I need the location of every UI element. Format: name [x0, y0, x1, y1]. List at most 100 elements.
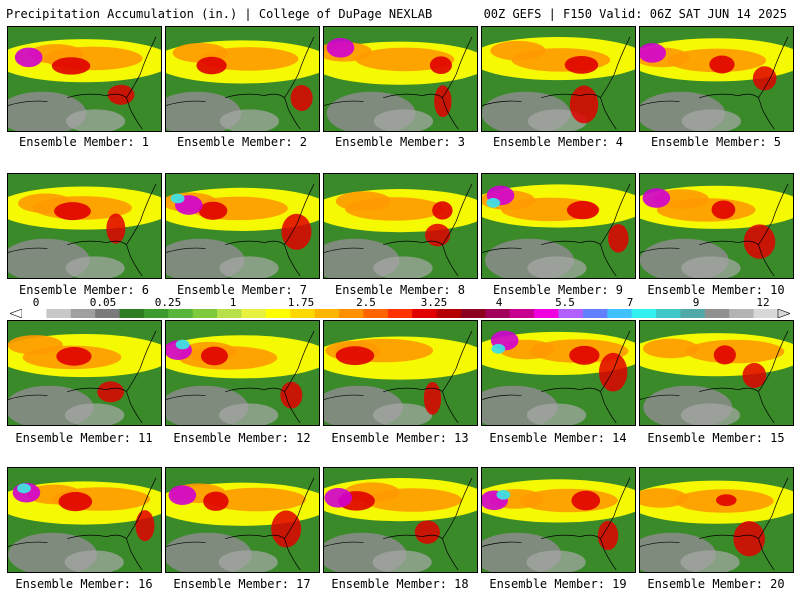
precip-field — [640, 174, 793, 278]
colorbar-tick-label: 9 — [692, 296, 700, 309]
precip-field — [8, 27, 161, 131]
ensemble-member-label: Ensemble Member: 19 — [489, 577, 627, 591]
ensemble-map-panel — [7, 173, 162, 279]
colorbar-labels: 0 0.05 0.25 1 1.75 2.5 3.25 4 5.5 7 9 12 — [0, 297, 800, 311]
ensemble-map-panel — [639, 467, 794, 573]
precip-field — [324, 27, 477, 131]
ensemble-member-label: Ensemble Member: 1 — [18, 135, 150, 149]
ensemble-map-panel — [165, 320, 320, 426]
precip-field — [166, 321, 319, 425]
colorbar-tick-label: 1 — [229, 296, 237, 309]
colorbar-swatch — [314, 309, 340, 318]
colorbar-swatch — [534, 309, 559, 318]
precip-field — [166, 27, 319, 131]
precip-field — [482, 321, 635, 425]
colorbar-swatch — [729, 309, 754, 318]
colorbar-swatch — [509, 309, 535, 318]
ensemble-member-label: Ensemble Member: 12 — [173, 431, 311, 445]
colorbar-swatch — [143, 309, 169, 318]
ensemble-map-panel — [481, 320, 636, 426]
colorbar-swatch — [631, 309, 657, 318]
ensemble-map-panel — [481, 26, 636, 132]
colorbar-tick-label: 0.05 — [89, 296, 117, 309]
ensemble-map-panel — [7, 320, 162, 426]
ensemble-member-label: Ensemble Member: 2 — [176, 135, 308, 149]
precip-field — [482, 468, 635, 572]
ensemble-map-panel — [323, 320, 478, 426]
colorbar-swatch — [265, 309, 291, 318]
precip-field — [8, 174, 161, 278]
ensemble-map-panel — [639, 320, 794, 426]
colorbar-swatch — [680, 309, 706, 318]
colorbar-swatch — [192, 309, 218, 318]
precip-field — [324, 468, 477, 572]
ensemble-member-label: Ensemble Member: 20 — [647, 577, 785, 591]
ensemble-map-panel — [323, 26, 478, 132]
ensemble-member-label: Ensemble Member: 8 — [334, 283, 466, 297]
colorbar-tick-label: 5.5 — [555, 296, 575, 309]
colorbar-swatch — [70, 309, 96, 318]
ensemble-map-panel — [165, 26, 320, 132]
ensemble-map-panel — [323, 173, 478, 279]
precip-field — [324, 321, 477, 425]
colorbar-swatch — [656, 309, 681, 318]
precip-field — [640, 27, 793, 131]
colorbar-swatch — [753, 309, 779, 318]
precip-field — [8, 321, 161, 425]
page-title: Precipitation Accumulation (in.) | Colle… — [6, 7, 433, 21]
precip-field — [640, 321, 793, 425]
colorbar-swatch — [485, 309, 511, 318]
colorbar-swatch — [290, 309, 315, 318]
ensemble-map-panel — [481, 467, 636, 573]
ensemble-member-label: Ensemble Member: 6 — [18, 283, 150, 297]
colorbar-swatch — [607, 309, 632, 318]
ensemble-member-label: Ensemble Member: 9 — [492, 283, 624, 297]
ensemble-member-label: Ensemble Member: 17 — [173, 577, 311, 591]
precip-field — [482, 27, 635, 131]
precip-field — [166, 468, 319, 572]
colorbar-min-arrow — [10, 309, 23, 318]
colorbar-swatch — [217, 309, 242, 318]
colorbar-swatch — [363, 309, 389, 318]
ensemble-map-panel — [323, 467, 478, 573]
colorbar-tick-label: 0.25 — [154, 296, 182, 309]
precip-field — [482, 174, 635, 278]
ensemble-member-label: Ensemble Member: 13 — [331, 431, 469, 445]
colorbar-swatch — [46, 309, 72, 318]
colorbar-swatch — [582, 309, 608, 318]
ensemble-map-panel — [639, 26, 794, 132]
colorbar-swatch — [558, 309, 584, 318]
colorbar-swatch — [339, 309, 364, 318]
colorbar-tick-label: 2.5 — [356, 296, 376, 309]
colorbar-swatch — [241, 309, 267, 318]
colorbar — [10, 309, 790, 318]
valid-time-label: 00Z GEFS | F150 Valid: 06Z SAT JUN 14 20… — [483, 7, 787, 21]
colorbar-tick-label: 1.75 — [287, 296, 315, 309]
precip-field — [166, 174, 319, 278]
ensemble-map-panel — [639, 173, 794, 279]
colorbar-swatch — [412, 309, 437, 318]
ensemble-member-label: Ensemble Member: 14 — [489, 431, 627, 445]
ensemble-member-label: Ensemble Member: 11 — [15, 431, 153, 445]
ensemble-member-label: Ensemble Member: 4 — [492, 135, 624, 149]
colorbar-tick-label: 3.25 — [420, 296, 448, 309]
colorbar-tick-label: 0 — [32, 296, 40, 309]
ensemble-map-panel — [481, 173, 636, 279]
ensemble-member-label: Ensemble Member: 3 — [334, 135, 466, 149]
ensemble-member-label: Ensemble Member: 18 — [331, 577, 469, 591]
colorbar-max-arrow — [777, 309, 790, 318]
colorbar-tick-label: 12 — [756, 296, 770, 309]
ensemble-map-panel — [7, 467, 162, 573]
colorbar-swatch — [119, 309, 145, 318]
ensemble-member-label: Ensemble Member: 10 — [647, 283, 785, 297]
ensemble-member-label: Ensemble Member: 15 — [647, 431, 785, 445]
ensemble-member-label: Ensemble Member: 16 — [15, 577, 153, 591]
colorbar-swatch — [704, 309, 730, 318]
colorbar-swatch — [168, 309, 194, 318]
colorbar-tick-label: 4 — [495, 296, 503, 309]
precip-field — [324, 174, 477, 278]
ensemble-member-label: Ensemble Member: 7 — [176, 283, 308, 297]
ensemble-member-label: Ensemble Member: 5 — [650, 135, 782, 149]
ensemble-map-panel — [7, 26, 162, 132]
colorbar-tick-label: 7 — [626, 296, 634, 309]
